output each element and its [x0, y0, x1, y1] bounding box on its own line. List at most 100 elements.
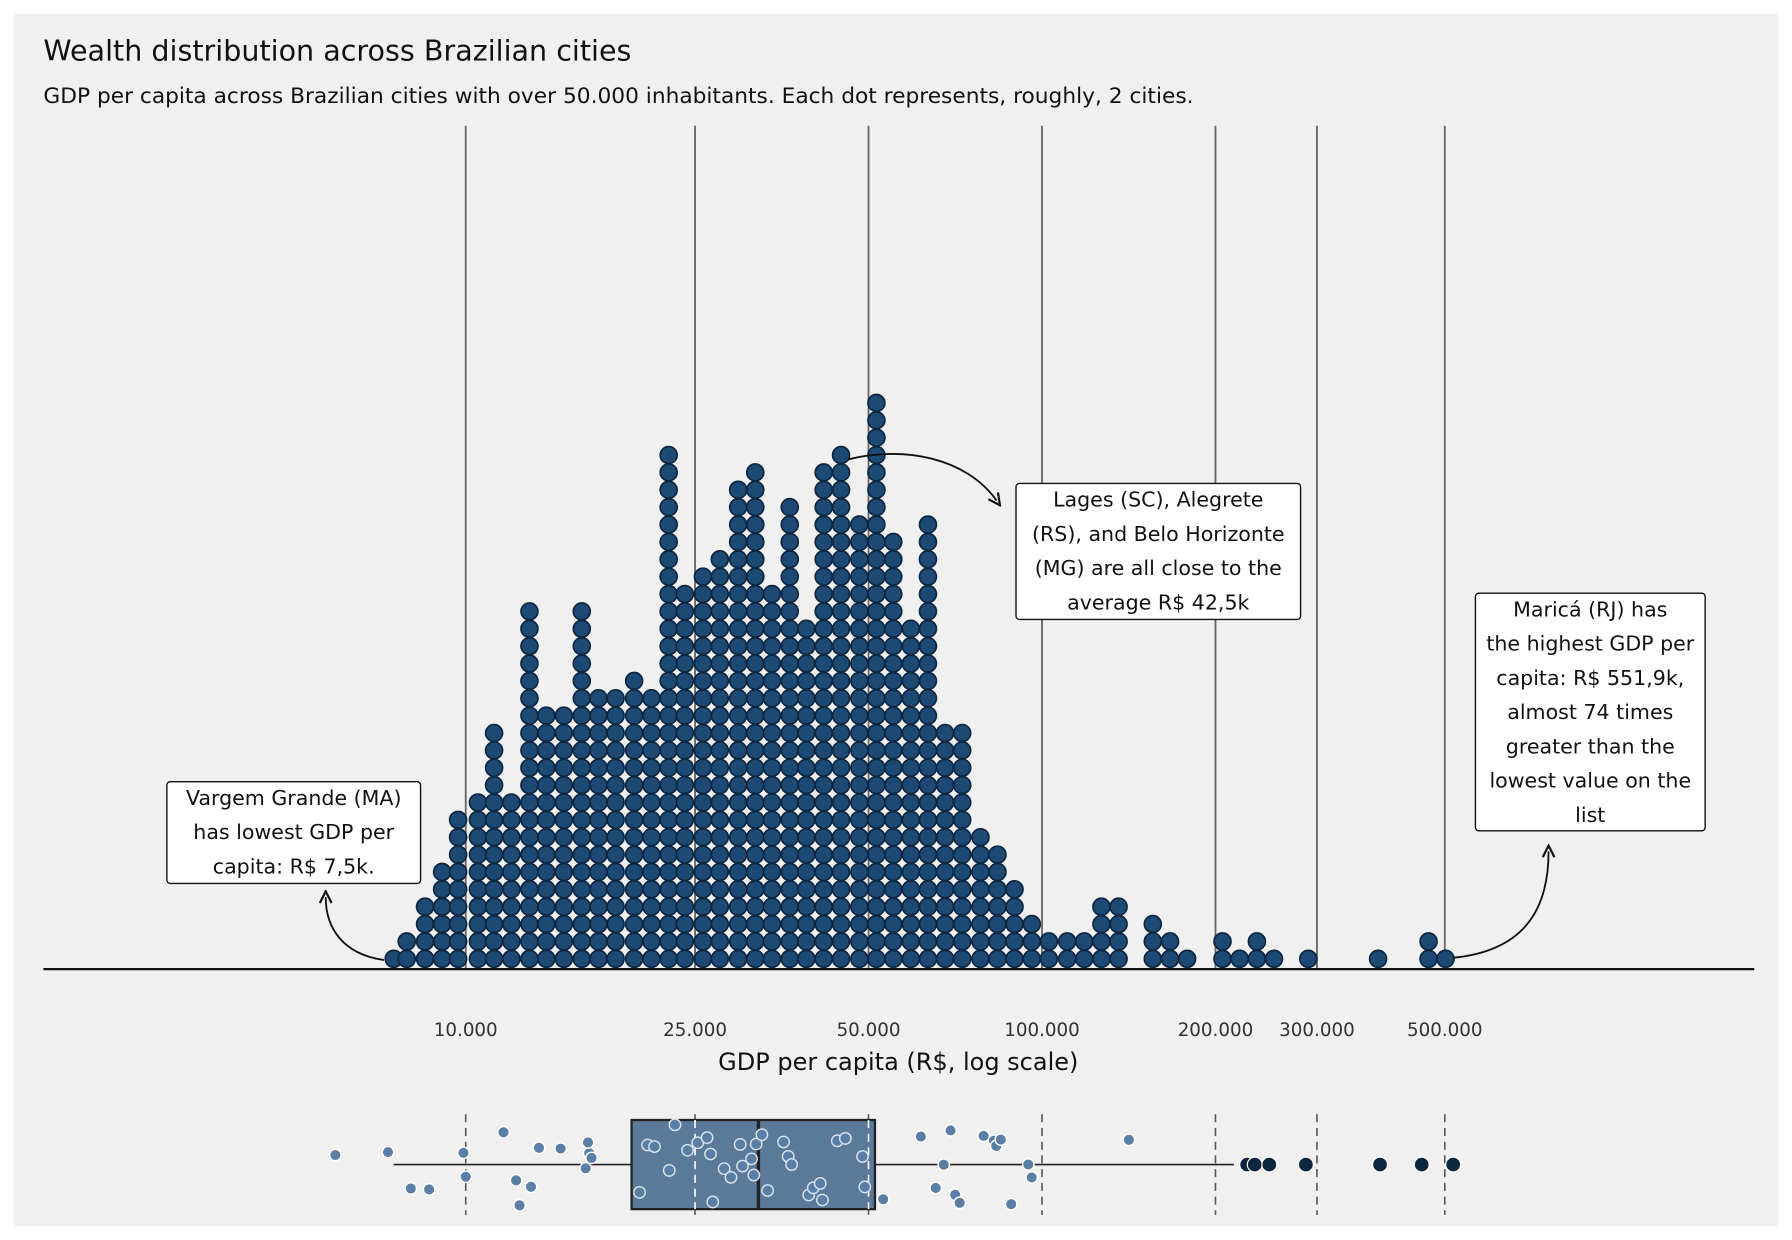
dot: [1005, 949, 1024, 969]
dot: [780, 741, 800, 760]
dot: [675, 654, 695, 673]
dot: [918, 932, 938, 951]
dot: [935, 827, 955, 847]
dot-column: [1022, 914, 1042, 969]
dot: [606, 932, 625, 951]
dot: [952, 793, 972, 812]
dot: [606, 827, 625, 847]
dot: [710, 671, 730, 691]
jitter-point: [929, 1181, 943, 1195]
dot: [935, 862, 955, 882]
dot: [867, 636, 886, 656]
dot: [710, 688, 730, 708]
dot: [606, 706, 625, 725]
dot: [797, 758, 816, 778]
dot: [554, 793, 574, 812]
dot: [484, 775, 504, 795]
dot: [883, 775, 903, 795]
dot: [710, 706, 730, 725]
dot-column: [935, 723, 955, 969]
dot-plot: [384, 393, 1455, 969]
dot-column: [1039, 932, 1059, 969]
dot: [728, 793, 748, 812]
dot: [710, 619, 730, 639]
dot: [867, 688, 886, 708]
dot: [1109, 949, 1128, 969]
dot-column: [1230, 949, 1249, 969]
annotation-text: (MG) are all close to the: [1035, 556, 1282, 580]
dot: [675, 880, 695, 899]
dot: [814, 845, 834, 864]
dot: [780, 758, 800, 778]
dot: [762, 810, 782, 830]
dot: [710, 793, 730, 812]
dot: [883, 654, 903, 673]
dot: [1074, 949, 1094, 969]
dot: [918, 567, 938, 587]
dot: [745, 480, 765, 500]
dot: [624, 949, 644, 969]
dot: [831, 741, 851, 760]
dot: [831, 463, 851, 482]
dot: [901, 827, 921, 847]
dot: [606, 845, 625, 864]
dot: [572, 671, 592, 691]
annotation-text: lowest value on the: [1489, 769, 1691, 793]
jitter-point: [404, 1182, 418, 1195]
dot: [867, 550, 886, 569]
dot: [728, 949, 748, 969]
dot: [831, 480, 851, 500]
jitter-point: [633, 1185, 646, 1199]
dot-column: [502, 793, 521, 969]
dot: [589, 932, 608, 951]
dot: [693, 810, 713, 830]
dot: [867, 723, 886, 743]
dot: [745, 584, 765, 604]
dot: [448, 810, 468, 830]
dot-column: [468, 793, 488, 969]
dot: [432, 949, 452, 969]
dot: [1230, 949, 1249, 969]
dot: [901, 758, 921, 778]
dot: [659, 949, 678, 969]
dot: [952, 880, 972, 899]
dot: [1005, 932, 1024, 951]
dot: [814, 602, 834, 621]
dot: [814, 723, 834, 743]
dot: [831, 880, 851, 899]
dot: [606, 741, 625, 760]
dot: [659, 688, 678, 708]
dot: [745, 654, 765, 673]
dot-column: [728, 480, 748, 969]
jitter-point: [422, 1183, 436, 1196]
dot: [850, 880, 869, 899]
dot: [554, 775, 574, 795]
dot: [745, 671, 765, 691]
dot: [780, 845, 800, 864]
jitter-point: [459, 1170, 473, 1184]
dot: [867, 914, 886, 934]
dot: [867, 497, 886, 517]
dot: [710, 914, 730, 934]
dot: [797, 880, 816, 899]
dot: [952, 775, 972, 795]
dot: [935, 845, 955, 864]
dot: [762, 584, 782, 604]
dot-column: [1074, 932, 1094, 969]
outlier: [1372, 1156, 1389, 1173]
dot: [675, 602, 695, 621]
dot-column: [397, 932, 417, 969]
dot: [850, 741, 869, 760]
dot: [659, 862, 678, 882]
dot: [745, 636, 765, 656]
dot: [624, 827, 644, 847]
dot: [728, 688, 748, 708]
dot-column: [1160, 932, 1180, 969]
dot: [554, 932, 574, 951]
dot: [468, 845, 488, 864]
dot: [693, 897, 713, 917]
dot: [850, 636, 869, 656]
jitter-point: [579, 1161, 593, 1175]
dot: [850, 619, 869, 639]
dot: [1368, 949, 1388, 969]
